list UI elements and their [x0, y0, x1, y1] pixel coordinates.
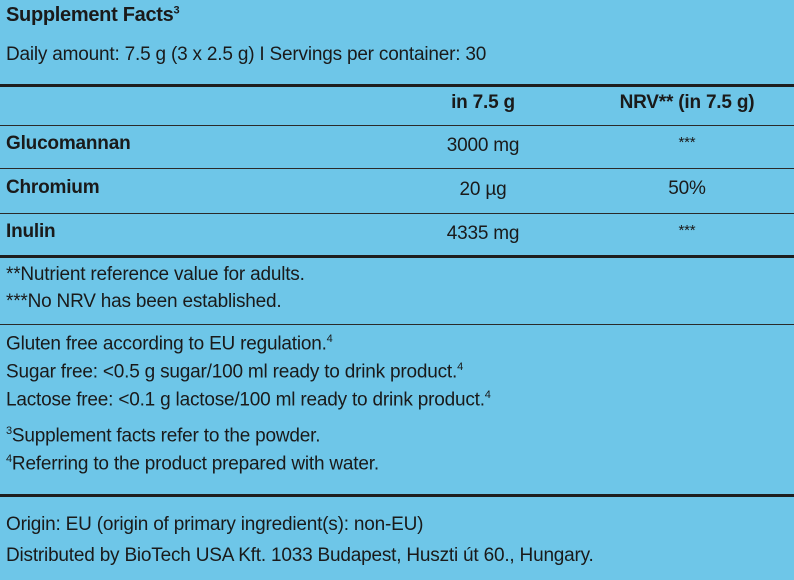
- rule-row-1: [0, 168, 794, 169]
- reference-4-text: Referring to the product prepared with w…: [11, 453, 379, 475]
- row-nrv-inulin: ***: [678, 222, 696, 239]
- row-amount-chromium: 20 µg: [459, 179, 507, 200]
- reference-3-text: Supplement facts refer to the powder.: [11, 425, 321, 447]
- row-nrv-glucomannan: ***: [678, 134, 696, 151]
- sugar-free-claim: Sugar free: <0.5 g sugar/100 ml ready to…: [6, 361, 463, 383]
- rule-under-footnotes: [0, 324, 794, 325]
- rule-above-origin: [0, 494, 794, 497]
- daily-amount-line: Daily amount: 7.5 g (3 x 2.5 g) I Servin…: [6, 44, 487, 65]
- row-amount-glucomannan: 3000 mg: [446, 135, 520, 156]
- row-amount-inulin: 4335 mg: [446, 223, 520, 244]
- title-footnote-ref: 3: [173, 4, 180, 17]
- no-nrv-footnote: ***No NRV has been established.: [6, 291, 282, 312]
- gluten-footnote-ref: 4: [326, 333, 333, 345]
- distributor-line: Distributed by BioTech USA Kft. 1033 Bud…: [6, 545, 594, 566]
- reference-3: 3Supplement facts refer to the powder.: [6, 425, 321, 447]
- column-header-nrv: NRV** (in 7.5 g): [619, 92, 755, 113]
- gluten-free-claim: Gluten free according to EU regulation.4: [6, 333, 333, 355]
- rule-row-2: [0, 213, 794, 214]
- row-nrv-chromium: 50%: [668, 178, 706, 199]
- lactose-footnote-ref: 4: [484, 389, 491, 401]
- lactose-free-text: Lactose free: <0.1 g lactose/100 ml read…: [6, 389, 485, 411]
- title-text: Supplement Facts: [6, 4, 174, 26]
- reference-4-mark: 4: [6, 453, 12, 465]
- reference-3-mark: 3: [6, 425, 12, 437]
- rule-under-column-headers: [0, 125, 794, 126]
- sugar-free-text: Sugar free: <0.5 g sugar/100 ml ready to…: [6, 361, 458, 383]
- rule-under-header: [0, 84, 794, 87]
- row-name-inulin: Inulin: [6, 221, 56, 242]
- nrv-footnote: **Nutrient reference value for adults.: [6, 264, 305, 285]
- origin-line: Origin: EU (origin of primary ingredient…: [6, 514, 424, 535]
- supplement-facts-title: Supplement Facts3: [6, 4, 180, 27]
- row-name-glucomannan: Glucomannan: [6, 133, 131, 154]
- row-name-chromium: Chromium: [6, 177, 100, 198]
- lactose-free-claim: Lactose free: <0.1 g lactose/100 ml read…: [6, 389, 491, 411]
- sugar-footnote-ref: 4: [457, 361, 463, 373]
- column-header-amount: in 7.5 g: [451, 92, 515, 113]
- reference-4: 4Referring to the product prepared with …: [6, 453, 379, 475]
- rule-under-table: [0, 255, 794, 258]
- gluten-free-text: Gluten free according to EU regulation.: [6, 333, 327, 355]
